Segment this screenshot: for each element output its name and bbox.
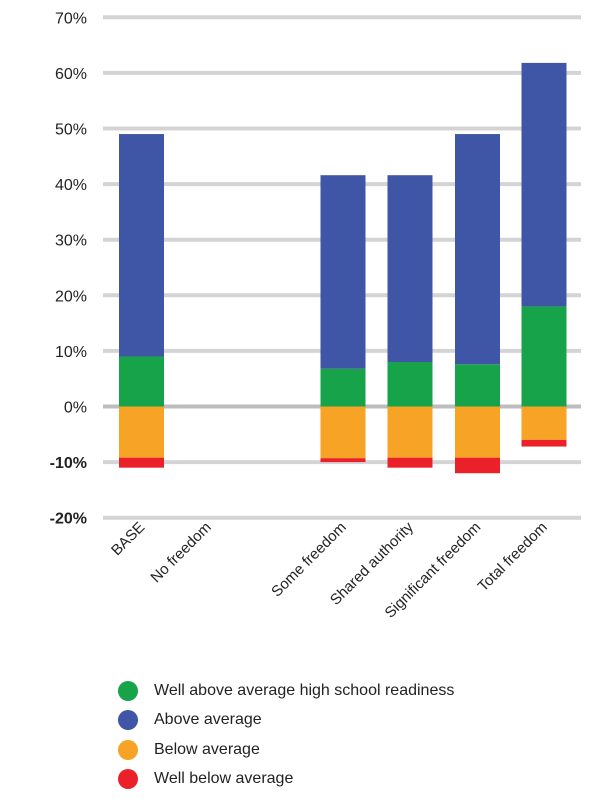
legend-label: Below average (154, 740, 260, 758)
x-tick-label: No freedom (147, 519, 214, 586)
bar-segment (455, 457, 500, 474)
y-tick-label: -10% (50, 455, 87, 472)
legend-swatch-red (118, 769, 138, 790)
y-tick-label: -20% (50, 511, 87, 528)
legend-item-well-below-average: Well below average (118, 765, 454, 795)
bar-segment (387, 406, 433, 458)
bar-segment (455, 134, 500, 365)
bar-segment (387, 362, 433, 407)
legend-item-below-average: Below average (118, 735, 454, 765)
bar-segment (320, 175, 366, 369)
legend-label: Well above average high school readiness (154, 681, 455, 699)
y-tick-label: 40% (55, 177, 87, 194)
bar-segment (455, 406, 500, 458)
legend-label: Well below average (154, 770, 294, 788)
bar-segment (387, 175, 433, 363)
y-tick-label: 60% (55, 66, 87, 83)
y-tick-label: 70% (55, 10, 87, 27)
legend-item-above-average: Above average (118, 706, 454, 736)
legend-item-well-above-average: Well above average high school readiness (118, 676, 454, 706)
y-tick-label: 30% (55, 233, 87, 250)
bar-segment (320, 406, 366, 459)
legend-swatch-green (118, 680, 138, 701)
bar-segment (320, 368, 366, 407)
bar-segment (387, 457, 433, 468)
bar-segment (320, 458, 366, 463)
y-tick-label: 10% (55, 344, 87, 361)
bar-segment (521, 439, 567, 447)
bar-segment (521, 406, 567, 440)
y-tick-label: 50% (55, 122, 87, 139)
bar-segment (521, 306, 567, 407)
legend-swatch-orange (118, 739, 138, 760)
bar-segment (119, 457, 164, 468)
bar-segment (119, 356, 164, 407)
bar-segment (521, 62, 567, 307)
bar-segment (119, 134, 164, 357)
bar-segment (455, 364, 500, 407)
stacked-bar-chart: 70% 60% 50% 40% 30% 20% 10% 0% -10% -20% BASE No fr… (50, 10, 581, 622)
x-tick-label: Total freedom (475, 519, 551, 595)
y-tick-label: 20% (55, 288, 87, 305)
x-tick-label: BASE (108, 519, 148, 559)
legend: Well above average high school readiness… (118, 676, 454, 794)
legend-swatch-blue (118, 710, 138, 731)
bar-segment (119, 406, 164, 458)
y-tick-label: 0% (64, 400, 87, 417)
legend-label: Above average (154, 711, 262, 729)
